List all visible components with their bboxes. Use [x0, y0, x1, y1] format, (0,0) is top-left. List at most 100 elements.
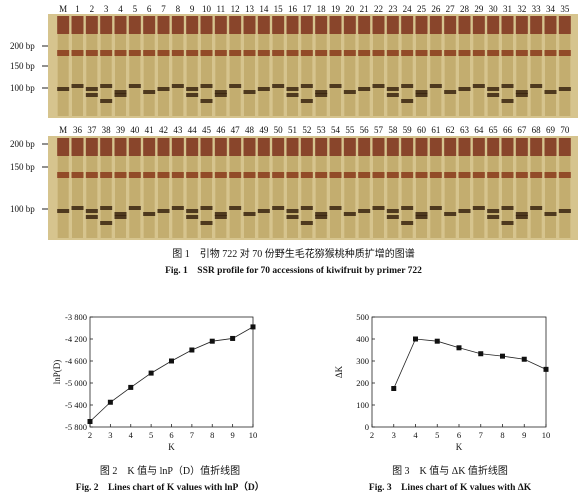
lane-label: 50	[273, 125, 283, 135]
lane-label: 54	[331, 125, 340, 135]
gel-band	[358, 172, 371, 178]
gel-lane	[387, 138, 399, 238]
ladder-label-200: 200 bp	[10, 139, 35, 149]
gel-band	[186, 172, 199, 178]
lane-label: 28	[460, 4, 469, 14]
plot-frame	[371, 316, 547, 428]
gel-band	[300, 99, 313, 103]
plot-frame	[89, 316, 254, 428]
gel-lane	[344, 16, 356, 116]
lane-label: 21	[359, 4, 369, 14]
lane-label: 4	[118, 4, 123, 14]
lane-label: 40	[130, 125, 140, 135]
y-tick-label: -4 600	[65, 356, 87, 366]
gel-lane	[502, 138, 513, 238]
gel-band	[343, 50, 356, 56]
gel-band	[401, 221, 414, 225]
x-tick-label: 2	[88, 430, 92, 440]
gel-lane	[215, 138, 227, 238]
gel-band	[558, 50, 571, 56]
gel-lane	[115, 16, 126, 116]
data-point	[230, 335, 236, 341]
lane-label: 69	[546, 125, 555, 135]
gel-band	[128, 16, 141, 34]
gel-band	[558, 172, 571, 178]
gel-lane	[158, 16, 169, 116]
gel-band	[401, 84, 414, 88]
lane-label: 46	[216, 125, 226, 135]
gel-band	[401, 50, 414, 56]
lane-label: 61	[431, 125, 441, 135]
gel-lane	[229, 16, 241, 116]
gel-band	[85, 93, 98, 97]
gel-band	[71, 50, 84, 56]
gel-band	[515, 138, 528, 156]
gel-band	[343, 172, 356, 178]
lane-label: 17	[302, 4, 312, 14]
gel-band	[429, 16, 442, 34]
gel-band	[214, 138, 227, 156]
gel-band	[85, 215, 98, 219]
gel-band	[229, 138, 242, 156]
lane-label: 3	[103, 4, 109, 14]
gel-band	[114, 16, 127, 34]
gel-lane	[215, 16, 227, 116]
lane-label: 39	[116, 125, 125, 135]
series-line	[89, 326, 254, 422]
gel-band	[157, 87, 170, 91]
gel-lane	[358, 138, 370, 238]
gel-band	[558, 87, 571, 91]
lane-label: 22	[374, 4, 383, 14]
gel-band	[286, 93, 299, 97]
gel-band	[57, 50, 70, 56]
gel-band	[501, 172, 514, 178]
fig3-caption-en: Fig. 3 Lines chart of K values with ΔK	[368, 483, 532, 493]
gel-lane	[186, 16, 198, 116]
gel-lanes	[48, 14, 578, 118]
gel-band	[214, 50, 227, 56]
lane-label: 11	[216, 4, 226, 14]
ladder-label-100: 100 bp	[10, 204, 35, 214]
data-point	[169, 358, 174, 364]
gel-band	[85, 16, 98, 34]
gel-band	[501, 138, 514, 156]
gel-band	[243, 172, 256, 178]
gel-lane	[72, 138, 83, 238]
gel-band	[415, 16, 428, 34]
gel-band	[544, 16, 557, 34]
lane-label: 33	[531, 4, 541, 14]
ladder-ticks	[42, 45, 48, 210]
ladder-label-200: 200 bp	[10, 41, 35, 51]
gel-lane	[258, 16, 270, 116]
gel-band	[300, 221, 313, 225]
gel-band	[200, 138, 213, 156]
gel-lane	[115, 138, 126, 238]
gel-band	[458, 87, 471, 91]
gel-band	[487, 209, 500, 213]
gel-band	[171, 172, 184, 178]
gel-band	[515, 172, 528, 178]
lane-label: 23	[388, 4, 398, 14]
gel-lane	[272, 16, 284, 116]
lane-label: 58	[388, 125, 398, 135]
gel-band	[444, 16, 457, 34]
x-tick-label: 4	[129, 430, 134, 440]
gel-band	[300, 138, 313, 156]
lane-label: 10	[202, 4, 211, 14]
y-tick-label: 300	[356, 356, 369, 366]
gel-band	[100, 50, 113, 56]
gel-band	[472, 84, 485, 88]
gel-band	[200, 16, 213, 34]
gel-band	[372, 206, 385, 210]
gel-lane	[172, 138, 184, 238]
gel-band	[272, 50, 285, 56]
gel-band	[386, 209, 399, 213]
gel-band	[386, 172, 399, 178]
lane-label: 53	[316, 125, 326, 135]
gel-band	[186, 215, 199, 219]
gel-band	[186, 87, 199, 91]
lane-label: 36	[73, 125, 82, 135]
gel-band	[300, 16, 313, 34]
gel-band	[57, 138, 70, 156]
gel-band	[544, 138, 557, 156]
